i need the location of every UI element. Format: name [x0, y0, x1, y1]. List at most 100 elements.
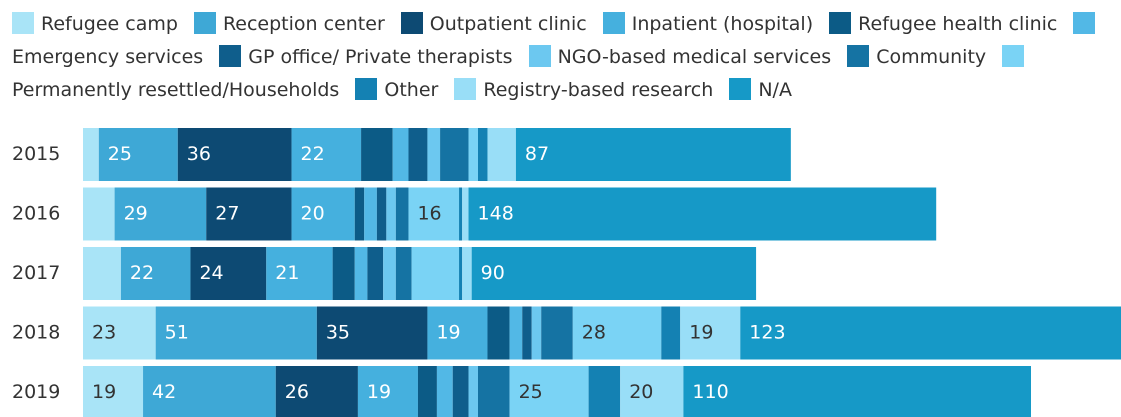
bar-segment — [83, 128, 99, 181]
data-label: 22 — [301, 143, 325, 165]
bar-segment — [177, 128, 292, 181]
legend-swatch — [602, 12, 625, 34]
bar-segment — [155, 306, 317, 360]
legend-swatch — [829, 12, 852, 34]
bar-segment — [83, 247, 121, 300]
bar-segment — [392, 128, 409, 181]
bar-segment — [440, 128, 469, 181]
legend-item: Inpatient (hospital) — [602, 12, 813, 35]
legend-swatch — [219, 45, 242, 67]
bar-segment — [411, 247, 460, 300]
bar-segment — [266, 247, 333, 300]
bar-segment — [509, 366, 589, 417]
y-tick-label: 2015 — [12, 143, 60, 165]
legend-item: Refugee camp — [12, 12, 178, 35]
legend-label: Other — [384, 79, 439, 101]
legend-label: Community — [876, 46, 987, 68]
data-label: 19 — [689, 322, 713, 344]
legend-swatch — [729, 78, 752, 100]
bar-segment — [459, 187, 463, 241]
data-label: 90 — [481, 262, 505, 284]
bar-segment — [83, 366, 144, 417]
legend-label: NGO-based medical services — [557, 46, 832, 68]
data-label: 19 — [92, 381, 116, 403]
legend-item: NGO-based medical services — [528, 45, 832, 68]
data-label: 26 — [285, 381, 309, 403]
bar-segment — [452, 366, 469, 417]
bar-segment — [143, 366, 276, 417]
bar-segment — [680, 306, 741, 360]
legend-item: Outpatient clinic — [400, 12, 587, 35]
bar-segment — [332, 247, 355, 300]
data-label: 20 — [301, 203, 325, 225]
legend-label: GP office/ Private therapists — [248, 46, 513, 68]
bar-segment — [417, 366, 437, 417]
bar-segment — [114, 187, 207, 241]
bar-segment — [541, 306, 573, 360]
legend-item: Registry-based research — [454, 78, 714, 101]
bar-segment — [395, 187, 409, 241]
y-tick-label: 2019 — [12, 381, 60, 403]
data-label: 22 — [130, 262, 154, 284]
bar-segment — [462, 247, 472, 300]
legend-swatch — [355, 78, 378, 100]
legend-label: Permanently resettled/Households — [12, 79, 340, 101]
y-tick-label: 2017 — [12, 262, 60, 284]
bar-segment — [83, 306, 156, 360]
legend-label: N/A — [758, 79, 792, 101]
bar-segment — [316, 306, 428, 360]
data-label: 51 — [165, 322, 189, 344]
legend-item: Reception center — [193, 12, 385, 35]
bar-segment — [487, 128, 516, 181]
data-label: 19 — [367, 381, 391, 403]
bar-segment — [740, 306, 1121, 360]
legend-item: Permanently resettled/Households — [12, 45, 1031, 101]
data-label: 28 — [582, 322, 606, 344]
legend-item: GP office/ Private therapists — [219, 45, 513, 68]
bar-segment — [386, 187, 396, 241]
data-label: 25 — [108, 143, 132, 165]
bar-segment — [367, 247, 384, 300]
legend-label: Registry-based research — [483, 79, 714, 101]
legend-swatch — [193, 12, 216, 34]
data-label: 35 — [326, 322, 350, 344]
data-label: 87 — [525, 143, 549, 165]
bar-segment — [522, 306, 532, 360]
bar-segment — [354, 247, 368, 300]
legend-swatch — [1002, 45, 1025, 67]
data-label: 25 — [519, 381, 543, 403]
bar-segment — [395, 247, 412, 300]
legend: Refugee camp Reception center Outpatient… — [12, 8, 1112, 107]
bar-segment — [357, 366, 418, 417]
bar-segment — [462, 187, 469, 241]
bar-segment — [572, 306, 662, 360]
bar-segment — [661, 306, 681, 360]
bar-segment — [291, 187, 355, 241]
data-label: 123 — [749, 322, 785, 344]
legend-swatch — [454, 78, 477, 100]
y-tick-label: 2018 — [12, 322, 60, 344]
bar-segment — [683, 366, 1031, 417]
data-label: 42 — [152, 381, 176, 403]
bar-segment — [459, 247, 463, 300]
bar-segment — [468, 187, 937, 241]
data-label: 110 — [692, 381, 728, 403]
legend-item: Community — [847, 45, 987, 68]
bar-segment — [83, 187, 115, 241]
bar-segment — [487, 306, 510, 360]
legend-swatch — [400, 12, 423, 34]
legend-swatch — [847, 45, 870, 67]
data-label: 16 — [417, 203, 441, 225]
legend-label: Refugee health clinic — [858, 13, 1058, 35]
legend-item: N/A — [729, 78, 792, 101]
bar-segment — [509, 306, 523, 360]
bar-segment — [364, 187, 377, 241]
data-label: 19 — [436, 322, 460, 344]
legend-item: Refugee health clinic — [829, 12, 1058, 35]
bar-segment — [471, 247, 757, 300]
legend-label: Refugee camp — [41, 13, 178, 35]
bar-segment — [436, 366, 453, 417]
data-label: 36 — [187, 143, 211, 165]
